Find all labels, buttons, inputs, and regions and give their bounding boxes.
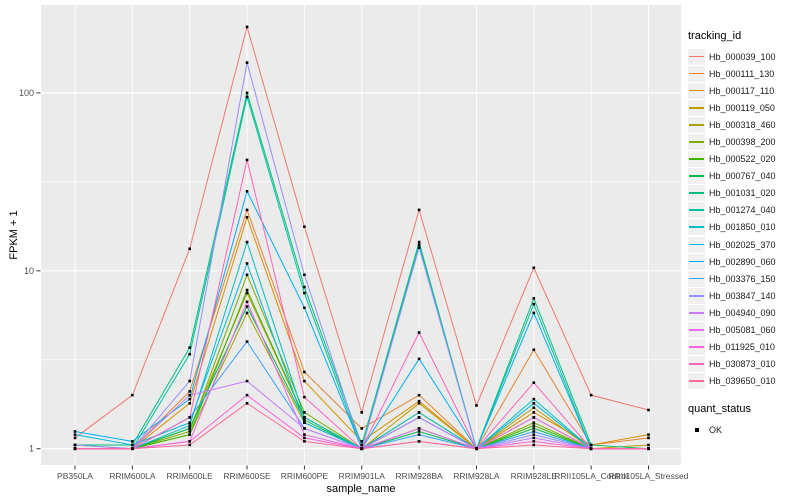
legend-item: Hb_000767_040 <box>688 168 800 185</box>
legend-item-label: Hb_004940_090 <box>709 307 776 318</box>
y-tick-label: 10 <box>24 266 34 276</box>
legend-quant-status: quant_status OK <box>688 403 800 438</box>
series-line-key-icon <box>688 270 705 287</box>
series-line-key-icon <box>688 82 705 99</box>
series-line-key-icon <box>688 116 705 133</box>
legend-item: Hb_000318_460 <box>688 116 800 133</box>
y-tick-label: 100 <box>19 88 34 98</box>
legend-item-label: Hb_030873_010 <box>709 359 776 370</box>
series-line-key-icon <box>688 185 705 202</box>
x-tick-label: RRIM901LA <box>339 471 386 481</box>
series-line-key-icon <box>688 99 705 116</box>
series-line-key-icon <box>688 48 705 65</box>
series-line-key-icon <box>688 134 705 151</box>
legend-item-label: Hb_000398_200 <box>709 137 776 148</box>
series-line-key-icon <box>688 236 705 253</box>
legend-item-label: Hb_001274_040 <box>709 205 776 216</box>
series-line-key-icon <box>688 356 705 373</box>
legend-item: Hb_003376_150 <box>688 270 800 287</box>
legend-item: Hb_000039_100 <box>688 48 800 65</box>
x-axis-title: sample_name <box>326 483 396 495</box>
series-line-key-icon <box>688 168 705 185</box>
legend-item-label: Hb_001850_010 <box>709 222 776 233</box>
legend-item-label: Hb_011925_010 <box>709 342 775 353</box>
legend-item-label: Hb_000318_460 <box>709 119 776 130</box>
legend-title-quant-status: quant_status <box>688 403 751 415</box>
series-line-key-icon <box>688 202 705 219</box>
series-line-key-icon <box>688 339 705 356</box>
x-tick-label: PB350LA <box>57 471 93 481</box>
legend-item-label: Hb_005081_060 <box>709 325 776 336</box>
legend-item-label: Hb_000111_130 <box>709 68 775 79</box>
x-tick-label: RRIM600SE <box>223 471 271 481</box>
legend-item-label: Hb_000117_110 <box>709 85 775 96</box>
series-line-key-icon <box>688 287 705 304</box>
legend-item-label: Hb_001031_020 <box>709 188 776 199</box>
legend-item: Hb_001031_020 <box>688 185 800 202</box>
series-line-key-icon <box>688 219 705 236</box>
legend-item-label: Hb_000119_050 <box>709 102 775 113</box>
legend-item-ok: OK <box>688 421 800 438</box>
legend-tracking-id: tracking_id Hb_000039_100 Hb_000111_130 Hb… <box>688 30 800 390</box>
legend-item: Hb_002025_370 <box>688 236 800 253</box>
series-line-key-icon <box>688 373 705 390</box>
legend-item: Hb_000398_200 <box>688 133 800 151</box>
legend-item: Hb_000119_050 <box>688 99 800 116</box>
legend-item: Hb_001850_010 <box>688 219 800 236</box>
x-tick-label: RRII105LA_Control <box>554 471 628 481</box>
legend-item: Hb_001274_040 <box>688 202 800 219</box>
y-tick-label: 1 <box>29 444 34 454</box>
legend-item: Hb_011925_010 <box>688 339 800 356</box>
x-tick-label: RRIM928BA <box>395 471 443 481</box>
x-tick-label: RRIM928LA <box>453 471 500 481</box>
legend-item-label: Hb_000767_040 <box>709 171 776 182</box>
y-axis-title: FPKM + 1 <box>8 210 20 260</box>
legend-item: Hb_005081_060 <box>688 322 800 339</box>
legend-item: Hb_000111_130 <box>688 65 800 82</box>
x-tick-label: RRIM600PE <box>281 471 329 481</box>
x-tick-label: RRIM600LA <box>109 471 156 481</box>
series-line-key-icon <box>688 65 705 82</box>
legend-item: Hb_002890_060 <box>688 253 800 270</box>
legend-item-label: Hb_039650_010 <box>709 376 776 387</box>
ok-square-icon <box>688 422 705 438</box>
legend-item: Hb_000522_020 <box>688 151 800 168</box>
legend-item-label: Hb_000522_020 <box>709 154 776 165</box>
series-line-key-icon <box>688 322 705 339</box>
series-line-key-icon <box>688 151 705 168</box>
legend-item-label: Hb_003847_140 <box>709 290 776 301</box>
legend-item: Hb_030873_010 <box>688 356 800 373</box>
legend-items-tracking-id: Hb_000039_100 Hb_000111_130 Hb_000117_110 H… <box>688 48 800 390</box>
legend-item-label: Hb_002025_370 <box>709 239 776 250</box>
legend-item-label: Hb_002890_060 <box>709 256 776 267</box>
legend-item: Hb_000117_110 <box>688 82 800 99</box>
x-tick-label: RRIM600LE <box>167 471 214 481</box>
legend-item-label: OK <box>709 424 723 435</box>
legend-item: Hb_039650_010 <box>688 373 800 390</box>
x-tick-label: RRIM928LE <box>511 471 558 481</box>
series-line-key-icon <box>688 304 705 321</box>
legend-item: Hb_004940_090 <box>688 304 800 321</box>
legend-item-label: Hb_000039_100 <box>709 51 776 62</box>
series-line-key-icon <box>688 253 705 270</box>
legend-item: Hb_003847_140 <box>688 287 800 304</box>
legend-item-label: Hb_003376_150 <box>709 273 776 284</box>
legend-title-tracking-id: tracking_id <box>688 30 742 42</box>
x-tick-label: RRII105LA_Stressed <box>609 471 689 481</box>
